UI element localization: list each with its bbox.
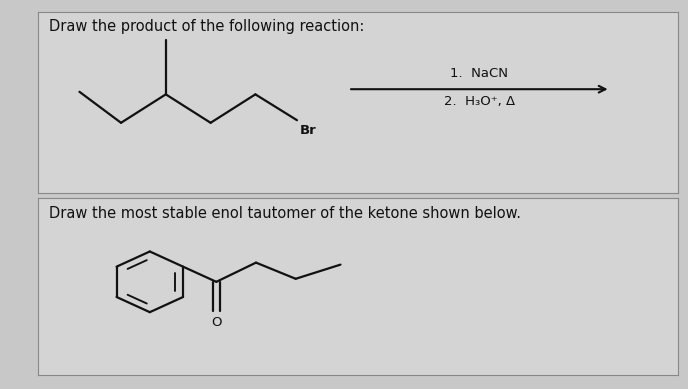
Text: 1.  NaCN: 1. NaCN [451,67,508,80]
Text: Draw the most stable enol tautomer of the ketone shown below.: Draw the most stable enol tautomer of th… [50,206,522,221]
Text: Br: Br [299,124,316,137]
Text: Draw the product of the following reaction:: Draw the product of the following reacti… [50,19,365,34]
Text: 2.  H₃O⁺, Δ: 2. H₃O⁺, Δ [444,95,515,109]
Text: O: O [211,316,222,329]
